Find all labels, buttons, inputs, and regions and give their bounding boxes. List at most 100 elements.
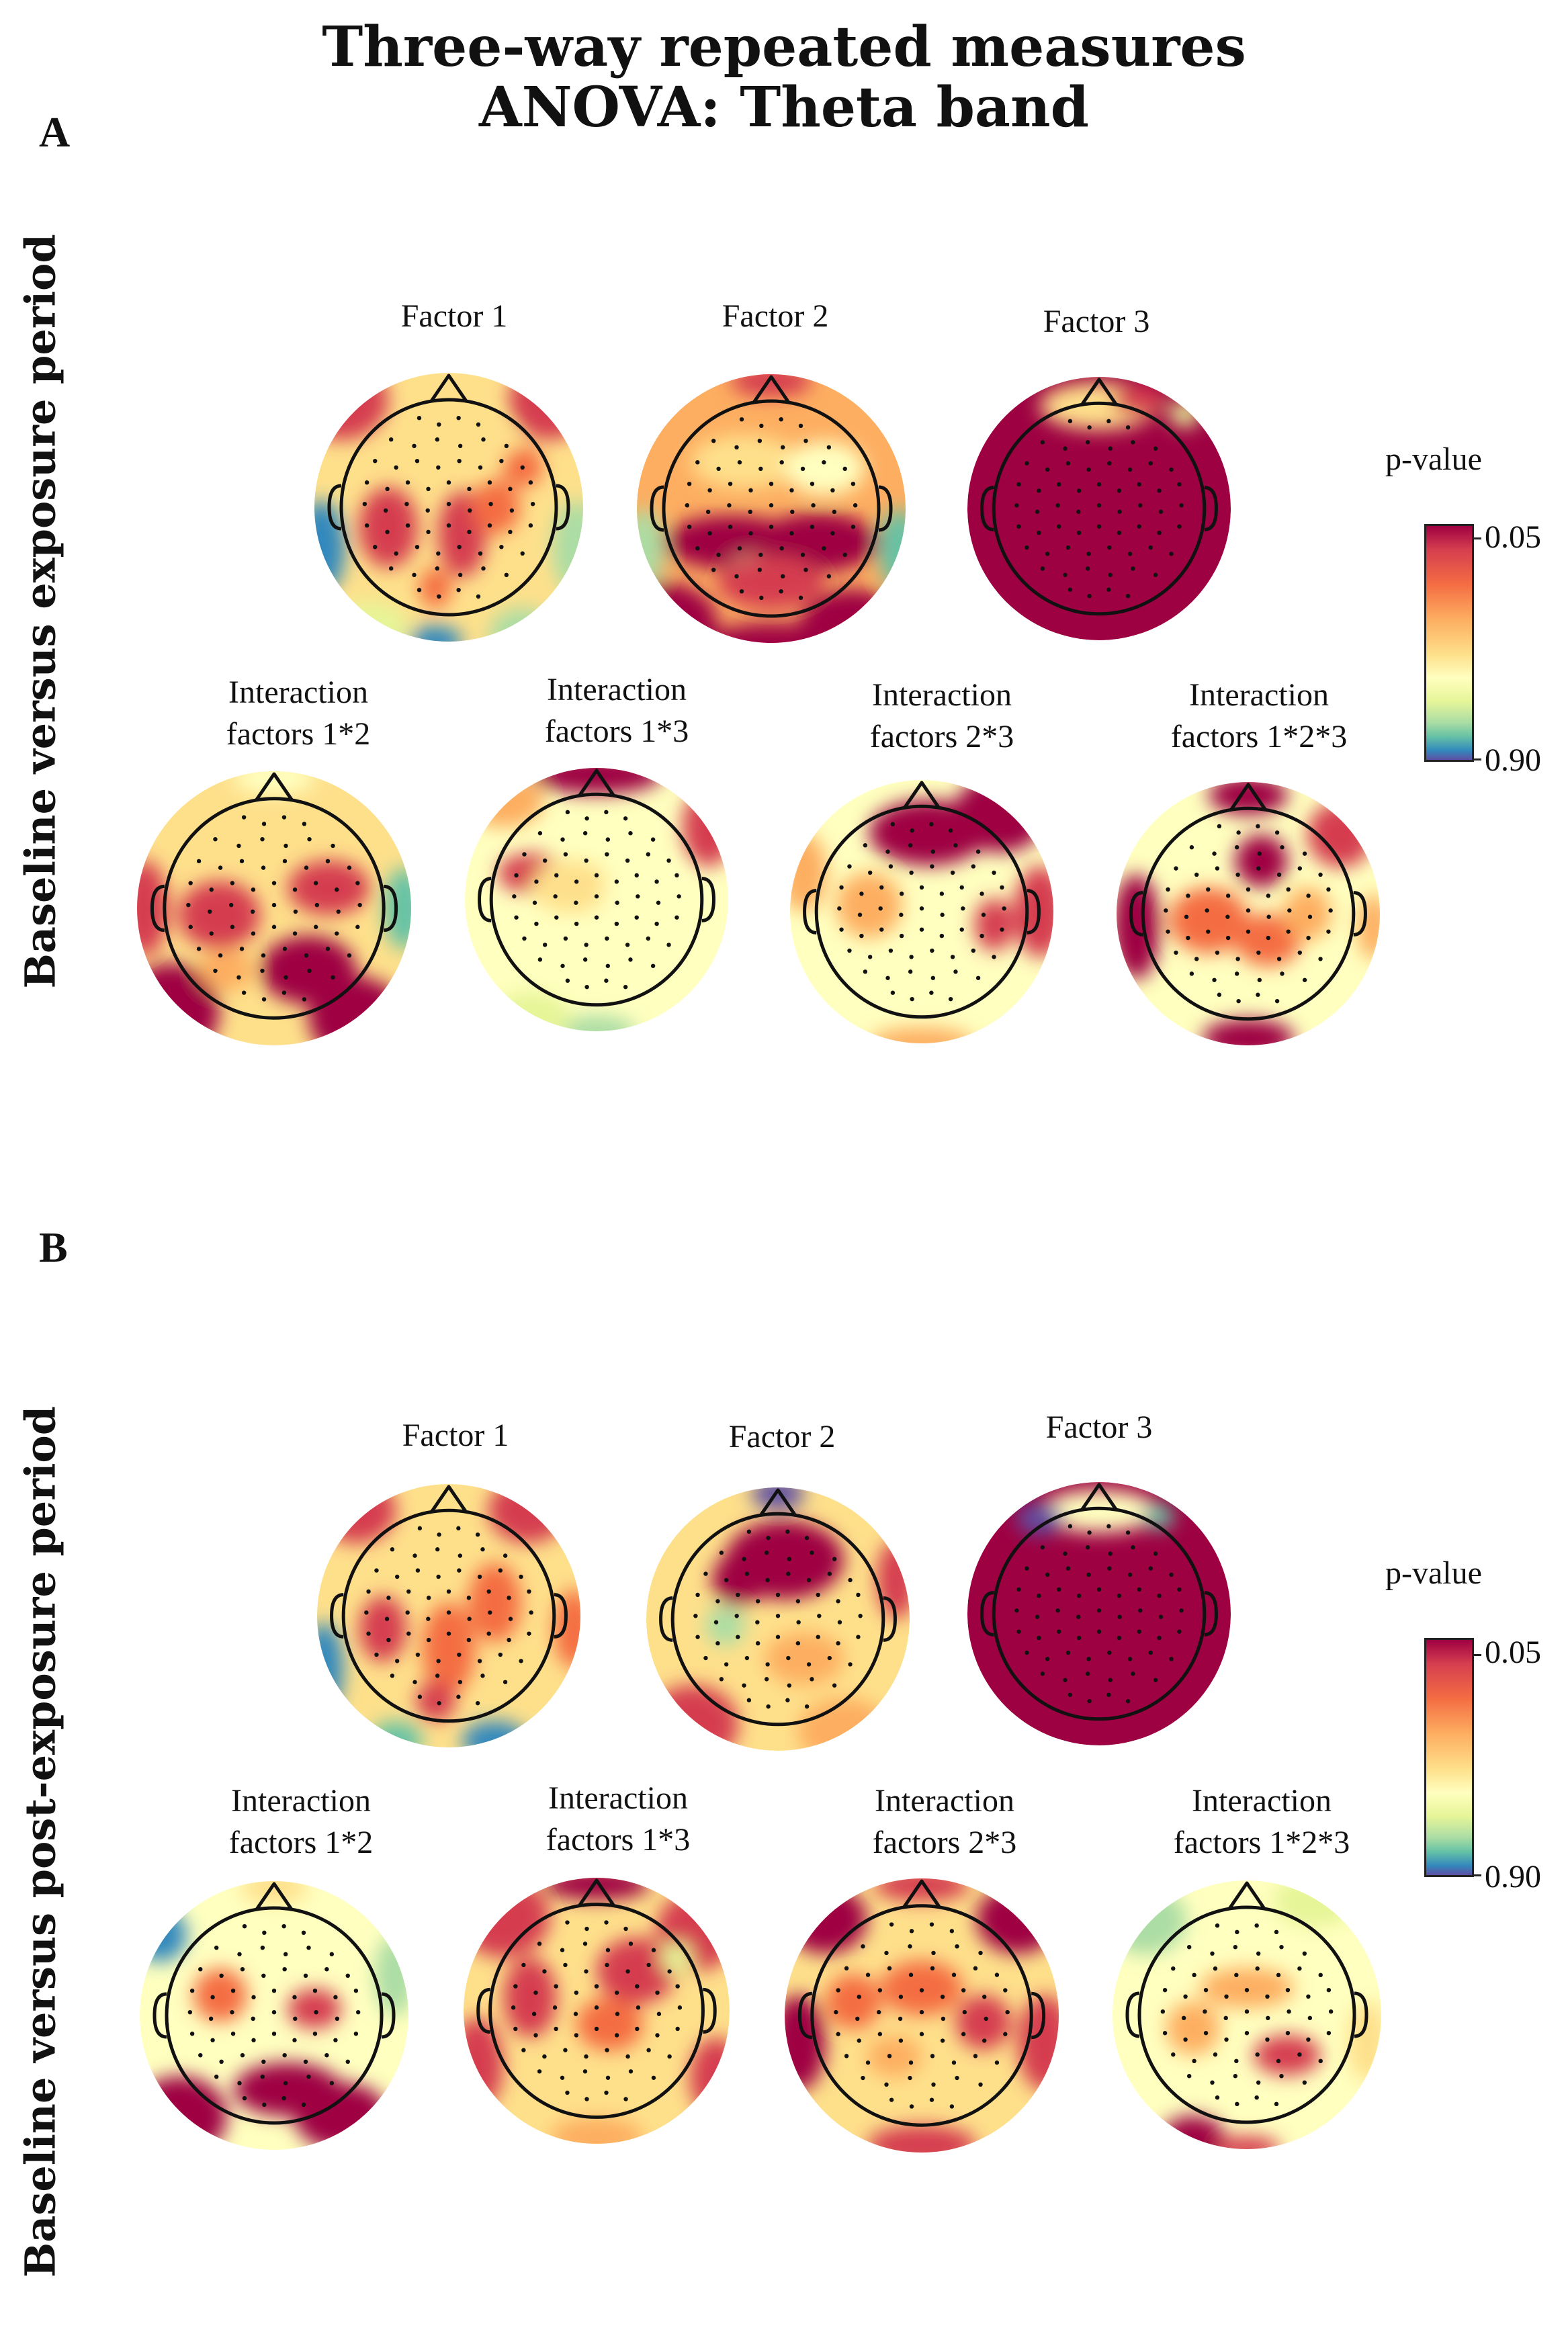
electrode <box>614 921 619 926</box>
electrode <box>213 968 218 973</box>
electrode <box>1266 2015 1270 2020</box>
electrode <box>865 1972 871 1977</box>
electrode <box>366 1631 371 1636</box>
figure-title-line1: Three-way repeated measures <box>322 15 1246 79</box>
electrode <box>1265 2037 1270 2042</box>
electrode <box>1280 971 1284 976</box>
electrode <box>488 1610 492 1615</box>
electrode <box>1318 872 1323 877</box>
electrode <box>271 1989 277 1993</box>
electrode <box>314 2010 318 2015</box>
electrode <box>417 1526 423 1531</box>
electrode <box>573 2011 578 2016</box>
electrode <box>703 1655 708 1661</box>
electrode <box>695 546 700 551</box>
electrode <box>1162 2031 1168 2036</box>
electrode <box>832 509 837 514</box>
map-label-a-factor3: Factor 3 <box>1043 304 1150 339</box>
electrode <box>1040 440 1045 445</box>
electrode <box>865 2060 871 2065</box>
electrode <box>1255 2052 1260 2057</box>
electrode <box>1225 914 1230 919</box>
electrode <box>1186 1945 1192 1950</box>
electrode <box>703 1571 708 1576</box>
electrode <box>1179 1608 1184 1613</box>
electrode <box>1254 1923 1259 1928</box>
electrode <box>1276 957 1282 961</box>
electrode <box>1127 1572 1133 1577</box>
electrode <box>1225 894 1231 898</box>
nose-marker <box>1227 1881 1266 1910</box>
electrode <box>251 1995 256 1999</box>
electrode <box>1210 1951 1215 1956</box>
electrode <box>1297 2052 1302 2057</box>
electrode <box>261 997 267 1002</box>
electrode <box>527 1631 531 1636</box>
electrode <box>798 423 803 428</box>
electrode <box>650 837 656 842</box>
electrode <box>765 1662 770 1667</box>
colorbar-b-bottom-label: 0.90 <box>1485 1859 1541 1895</box>
electrode <box>851 482 856 486</box>
electrode <box>634 915 639 920</box>
electrode <box>1286 929 1291 934</box>
electrode <box>457 545 462 550</box>
electrode <box>373 459 378 464</box>
electrode <box>1096 1608 1102 1613</box>
nose-marker <box>1080 378 1118 406</box>
electrode <box>446 1589 451 1594</box>
electrode <box>1189 971 1194 976</box>
electrode <box>1157 1635 1162 1641</box>
electrode <box>1158 509 1164 514</box>
electrode <box>537 1942 542 1946</box>
topomap-region <box>731 374 812 397</box>
electrode <box>446 1631 451 1636</box>
electrode <box>655 2033 660 2038</box>
electrode <box>565 2090 570 2095</box>
electrode <box>210 2038 215 2042</box>
electrode <box>435 1674 440 1678</box>
topomap-a-1 <box>637 374 906 643</box>
electrode <box>503 1553 508 1558</box>
electrode <box>787 1557 792 1561</box>
electrode <box>1254 2095 1259 2100</box>
electrode <box>623 984 628 990</box>
electrode <box>857 912 863 917</box>
electrode <box>292 2038 297 2042</box>
electrode <box>385 486 390 491</box>
colorbar-b <box>1424 1638 1474 1877</box>
electrode <box>1131 1671 1135 1676</box>
electrode <box>521 1962 526 1968</box>
electrode <box>929 1922 934 1927</box>
electrode <box>779 417 783 422</box>
electrode <box>1108 446 1113 451</box>
electrode <box>769 525 774 529</box>
topomap-region <box>637 582 717 643</box>
electrode <box>1076 488 1082 493</box>
electrode <box>1326 1988 1332 1993</box>
electrode <box>412 572 417 577</box>
electrode <box>806 1577 812 1583</box>
electrode <box>724 1662 729 1667</box>
electrode <box>1181 2015 1186 2020</box>
electrode <box>331 975 335 980</box>
electrode <box>667 1969 672 1974</box>
electrode <box>336 909 341 914</box>
electrode <box>716 552 721 557</box>
electrode <box>284 975 288 980</box>
left-ear <box>478 877 492 922</box>
electrode <box>1087 593 1092 599</box>
electrode <box>303 1973 308 1978</box>
electrode <box>1234 2058 1239 2063</box>
right-ear <box>701 877 715 922</box>
electrode <box>1037 1635 1041 1641</box>
electrode <box>711 439 716 443</box>
topomap-region <box>468 1563 521 1643</box>
map-label-a-int12: Interaction factors 1*2 <box>226 675 371 752</box>
left-ear <box>476 1987 490 2034</box>
electrode <box>634 873 639 878</box>
electrode <box>554 915 559 920</box>
electrode <box>508 1616 513 1621</box>
electrode <box>304 953 309 958</box>
electrode <box>764 1677 769 1682</box>
